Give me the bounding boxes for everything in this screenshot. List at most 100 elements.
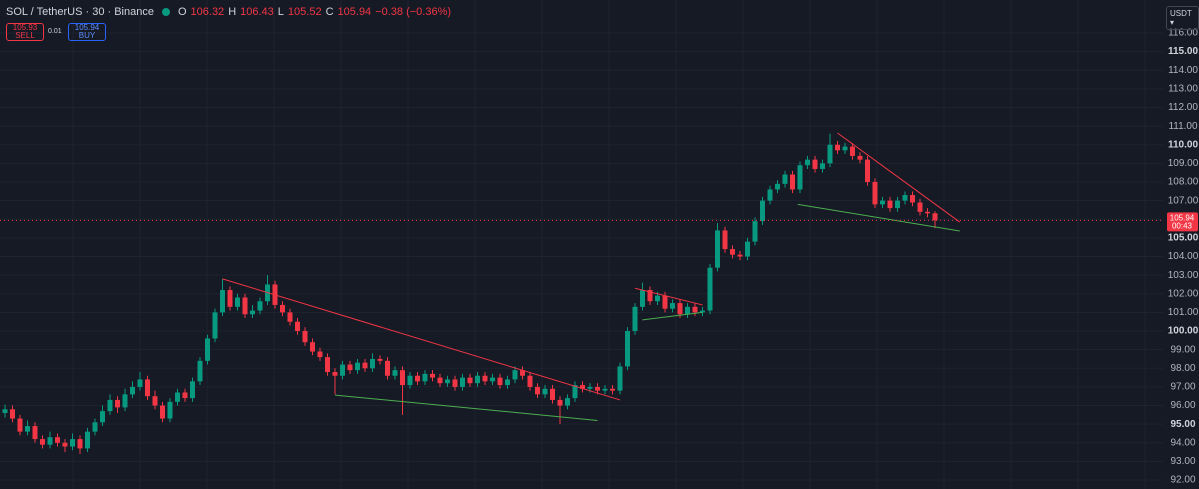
- candle-body: [902, 195, 908, 201]
- candle-body: [812, 159, 818, 169]
- candle-body: [280, 304, 285, 313]
- candle-body: [355, 362, 360, 371]
- candle-body: [205, 338, 210, 361]
- y-tick-label: 93.00: [1170, 456, 1195, 467]
- buy-label: BUY: [78, 31, 96, 40]
- candle-body: [362, 362, 368, 369]
- candle-body: [647, 290, 653, 302]
- candle-body: [152, 396, 158, 406]
- candle-body: [197, 360, 203, 382]
- candle-body: [797, 165, 803, 190]
- candle-body: [677, 303, 683, 315]
- candle-body: [392, 370, 398, 376]
- symbol: SOL / TetherUS · 30 · Binance: [6, 6, 154, 18]
- candle-body: [250, 310, 255, 315]
- candle-body: [917, 202, 923, 212]
- candle-body: [865, 159, 870, 183]
- y-tick-label: 111.00: [1168, 121, 1198, 132]
- candle-body: [17, 418, 23, 432]
- candle-body: [887, 200, 893, 209]
- candle-body: [782, 174, 788, 184]
- candle-body: [775, 183, 780, 190]
- trend-line: [837, 132, 961, 223]
- candle-body: [167, 401, 173, 419]
- candle-body: [610, 388, 615, 391]
- candle-body: [880, 200, 885, 205]
- sell-price: 105.93: [12, 23, 38, 32]
- candle-body: [107, 399, 113, 412]
- candle-body: [497, 377, 503, 386]
- currency-select[interactable]: USDT ▾: [1166, 6, 1199, 30]
- candle-body: [347, 364, 353, 371]
- candle-body: [212, 312, 218, 339]
- y-tick-label: 110.00: [1168, 139, 1198, 150]
- candle-body: [407, 375, 413, 386]
- countdown: 00:43: [1172, 221, 1193, 230]
- candle-body: [227, 290, 233, 307]
- candle-body: [557, 399, 563, 406]
- candle-body: [835, 144, 840, 151]
- y-tick-label: 112.00: [1168, 102, 1198, 113]
- candle-body: [760, 200, 765, 222]
- candle-body: [715, 230, 720, 268]
- y-tick-label: 113.00: [1168, 83, 1198, 94]
- trend-line: [222, 278, 621, 401]
- y-tick-label: 108.00: [1168, 177, 1199, 188]
- candle-body: [737, 254, 743, 257]
- candle-body: [77, 439, 83, 449]
- candle-body: [707, 267, 713, 311]
- candle-body: [370, 358, 375, 369]
- candle-body: [587, 386, 593, 389]
- candle-body: [932, 213, 938, 221]
- candle-body: [767, 189, 773, 201]
- candle-body: [437, 377, 443, 384]
- candle-body: [145, 379, 150, 397]
- candle-body: [595, 386, 600, 391]
- candle-body: [400, 370, 405, 386]
- candle-body: [805, 159, 810, 166]
- candle-body: [505, 379, 510, 386]
- candle-body: [137, 379, 143, 387]
- trend-line: [634, 287, 703, 306]
- candle-body: [430, 373, 435, 378]
- candle-body: [100, 411, 105, 423]
- candle-body: [325, 357, 330, 373]
- candle-body: [460, 377, 465, 387]
- candle-body: [512, 370, 518, 380]
- candle-body: [2, 409, 8, 413]
- trend-line: [642, 311, 703, 321]
- candle-body: [745, 241, 750, 257]
- candle-body: [302, 331, 308, 343]
- y-tick-label: 97.00: [1170, 382, 1195, 393]
- change: −0.38 (−0.36%): [375, 6, 452, 18]
- trend-line: [797, 203, 960, 232]
- y-tick-label: 115.00: [1168, 46, 1198, 57]
- high: 106.43: [240, 6, 274, 18]
- low: 105.52: [287, 6, 322, 18]
- candle-body: [415, 375, 420, 382]
- candle-body: [467, 377, 473, 384]
- y-tick-label: 105.00: [1168, 233, 1199, 244]
- candle-body: [490, 377, 495, 382]
- candle-body: [32, 426, 38, 440]
- candle-body: [332, 372, 338, 376]
- candle-body: [550, 388, 555, 400]
- sell-button[interactable]: 105.93 SELL: [6, 23, 44, 41]
- candle-body: [535, 386, 540, 395]
- y-tick-label: 100.00: [1168, 326, 1199, 337]
- candle-body: [295, 321, 300, 332]
- y-tick-label: 96.00: [1170, 400, 1195, 411]
- y-tick-label: 114.00: [1168, 65, 1198, 76]
- buy-button[interactable]: 105.94 BUY: [68, 23, 106, 41]
- candle-body: [827, 144, 833, 164]
- candle-body: [310, 342, 315, 352]
- candle-body: [692, 306, 698, 313]
- y-tick-label: 94.00: [1170, 437, 1195, 448]
- candle-body: [572, 385, 578, 399]
- candle-body: [220, 290, 225, 313]
- y-tick-label: 95.00: [1170, 419, 1195, 430]
- candle-body: [670, 303, 675, 309]
- candle-body: [182, 392, 188, 399]
- candle-body: [542, 388, 548, 395]
